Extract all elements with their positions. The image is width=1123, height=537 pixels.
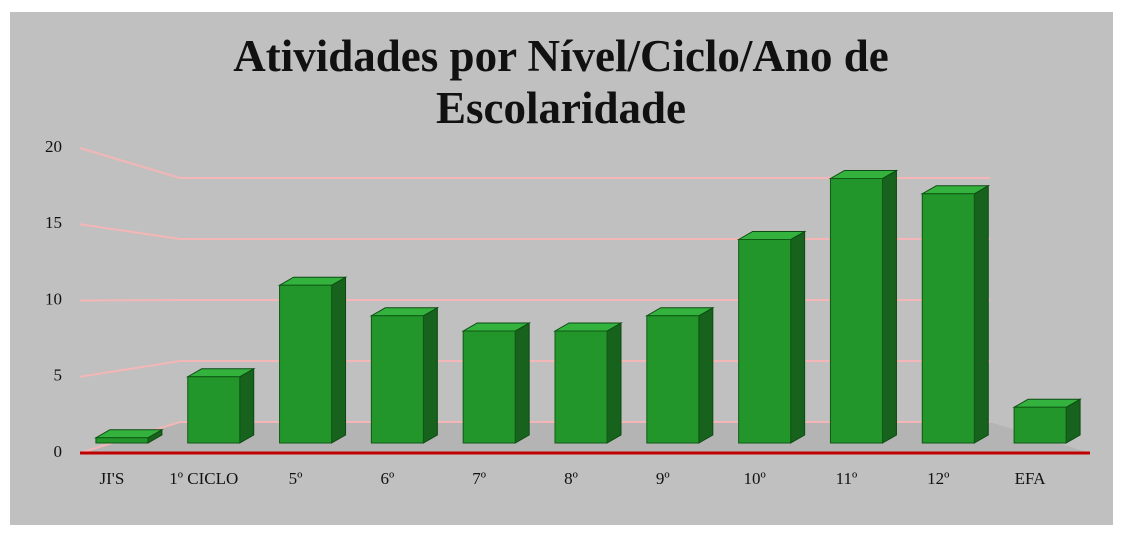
bar-side	[331, 276, 347, 444]
bar	[185, 367, 256, 444]
x-tick-label: 9º	[655, 469, 670, 488]
bar-side	[973, 184, 989, 444]
x-tick-label: 7º	[472, 469, 487, 488]
bar-side	[790, 230, 806, 444]
bar	[1012, 398, 1082, 444]
bar-front	[738, 239, 792, 444]
bar	[920, 184, 991, 444]
bar	[94, 428, 164, 444]
bar-side	[698, 306, 714, 444]
bar	[644, 306, 715, 444]
x-tick-label: EFA	[1014, 469, 1046, 488]
bar-front	[829, 178, 883, 444]
x-tick-label: 8º	[564, 469, 578, 488]
bar-front	[554, 330, 608, 444]
bar	[369, 306, 440, 444]
x-tick-label: 6º	[380, 469, 395, 488]
grid-line	[79, 299, 990, 302]
grid-line	[79, 147, 990, 179]
bar-front	[921, 193, 975, 444]
bar-side	[239, 367, 255, 444]
x-tick-label: 1º CICLO	[169, 469, 239, 488]
y-tick-label: 5	[54, 366, 63, 385]
bar-front	[370, 315, 424, 444]
x-tick-label: 10º	[743, 469, 766, 488]
x-tick-label: 12º	[927, 469, 950, 488]
bar-side	[606, 322, 622, 444]
chart-title: Atividades por Nível/Ciclo/Ano de Escola…	[233, 31, 889, 133]
bar	[461, 322, 532, 444]
y-tick-label: 10	[45, 289, 62, 308]
bar-side	[881, 169, 897, 444]
y-tick-label: 20	[45, 137, 62, 156]
bar-side	[422, 306, 438, 444]
y-tick-label: 0	[54, 442, 63, 461]
bar	[277, 276, 348, 444]
bar	[553, 322, 623, 444]
bar	[828, 169, 899, 444]
bar-front	[187, 376, 241, 444]
x-tick-label: 11º	[835, 469, 858, 488]
bar-front	[279, 284, 333, 444]
bar	[736, 230, 807, 444]
bar-side	[514, 322, 530, 444]
bar-front	[1013, 406, 1067, 444]
y-tick-label: 15	[45, 213, 62, 232]
x-tick-label: JI'S	[99, 469, 125, 488]
bar-front	[462, 330, 516, 444]
x-tick-label: 5º	[288, 469, 303, 488]
grid-line	[79, 360, 990, 378]
grid-line	[79, 223, 990, 240]
bar-front	[646, 315, 700, 444]
bar-front	[95, 437, 149, 444]
